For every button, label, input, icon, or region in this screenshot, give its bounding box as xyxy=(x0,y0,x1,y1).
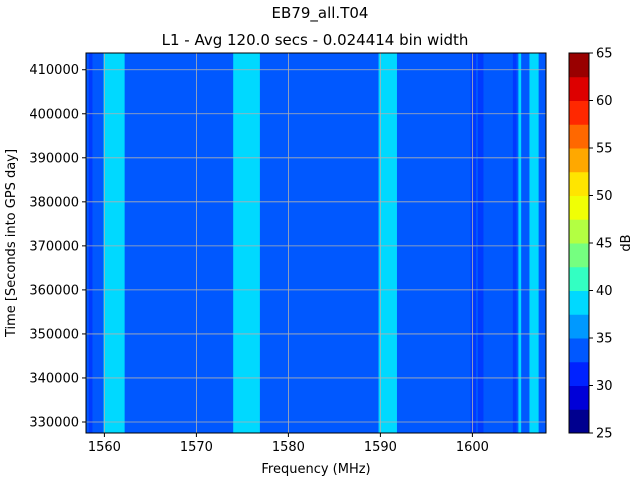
colorbar-segment xyxy=(569,243,589,268)
y-tick-label: 350000 xyxy=(29,327,79,342)
colorbar-tick-label: 40 xyxy=(596,284,613,299)
colorbar-segment xyxy=(569,195,589,220)
colorbar-tick-label: 55 xyxy=(596,142,613,157)
heatmap-band xyxy=(233,53,260,433)
colorbar-tick-label: 50 xyxy=(596,189,613,204)
x-tick-label: 1600 xyxy=(456,440,489,455)
y-tick-label: 400000 xyxy=(29,107,79,122)
chart-subtitle: L1 - Avg 120.0 secs - 0.024414 bin width xyxy=(162,31,469,49)
heatmap-dip-band xyxy=(512,53,517,433)
colorbar-segment xyxy=(569,361,589,386)
colorbar-segment xyxy=(569,219,589,244)
heatmap-plot-area xyxy=(86,53,546,433)
colorbar-segment xyxy=(569,171,589,196)
y-axis-label: Time [Seconds into GPS day] xyxy=(4,149,19,338)
heatmap-band xyxy=(518,53,522,433)
colorbar-tick-label: 25 xyxy=(596,427,613,442)
colorbar-label: dB xyxy=(619,234,634,251)
colorbar-tick-label: 45 xyxy=(596,237,613,252)
x-axis: 1560 1570 1580 1590 1600 xyxy=(88,433,489,455)
y-axis: 330000 340000 350000 360000 370000 380000 3900… xyxy=(29,63,86,430)
heatmap-dip-band xyxy=(470,53,477,433)
colorbar-tick-label: 30 xyxy=(596,379,613,394)
heatmap-band xyxy=(103,53,125,433)
colorbar-segment xyxy=(569,338,589,363)
x-axis-label: Frequency (MHz) xyxy=(261,462,370,477)
heatmap-band xyxy=(529,53,539,433)
x-tick-label: 1570 xyxy=(180,440,213,455)
heatmap-dip-band xyxy=(88,53,93,433)
heatmap-background xyxy=(86,53,546,433)
x-tick-label: 1580 xyxy=(272,440,305,455)
colorbar xyxy=(569,53,589,434)
colorbar-segment xyxy=(569,314,589,339)
colorbar-segment xyxy=(569,266,589,291)
grid-lines xyxy=(86,53,546,433)
chart-title: EB79_all.T04 xyxy=(272,4,369,23)
y-tick-label: 380000 xyxy=(29,195,79,210)
y-tick-label: 340000 xyxy=(29,371,79,386)
heatmap-band xyxy=(378,53,397,433)
y-tick-label: 330000 xyxy=(29,415,79,430)
y-tick-label: 410000 xyxy=(29,63,79,78)
x-tick-label: 1560 xyxy=(88,440,121,455)
y-tick-label: 390000 xyxy=(29,151,79,166)
colorbar-segment xyxy=(569,100,589,125)
heatmap-dip-band xyxy=(477,53,484,433)
colorbar-segment xyxy=(569,148,589,173)
colorbar-segment xyxy=(569,385,589,410)
y-tick-label: 360000 xyxy=(29,283,79,298)
x-tick-label: 1590 xyxy=(364,440,397,455)
colorbar-tick-label: 65 xyxy=(596,47,613,62)
plot-frame xyxy=(85,52,547,434)
colorbar-axis: 25 30 35 40 45 50 55 60 65 xyxy=(589,47,613,442)
y-tick-label: 370000 xyxy=(29,239,79,254)
colorbar-segment xyxy=(569,76,589,101)
colorbar-tick-label: 35 xyxy=(596,332,613,347)
colorbar-segment xyxy=(569,290,589,315)
colorbar-segment xyxy=(569,124,589,149)
colorbar-segment xyxy=(569,53,589,78)
colorbar-tick-label: 60 xyxy=(596,94,613,109)
colorbar-segment xyxy=(569,409,589,434)
